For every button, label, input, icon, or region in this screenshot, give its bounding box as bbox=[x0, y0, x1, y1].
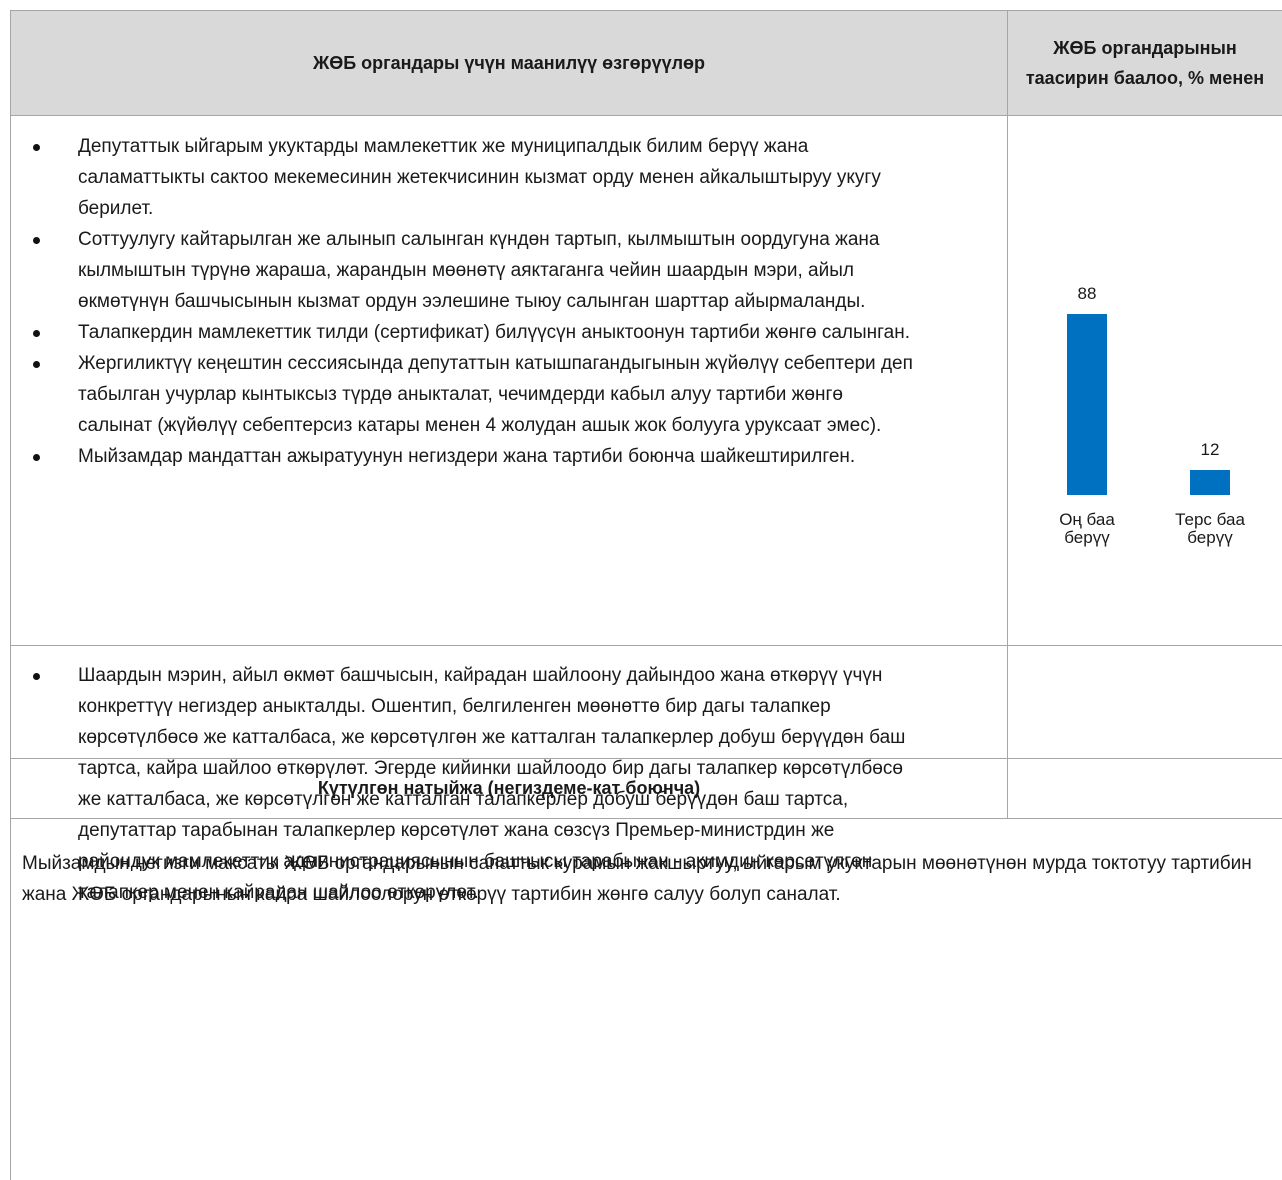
paragraph: Мыйзамдын негизги максаты ЖӨБ органдарын… bbox=[22, 853, 1252, 905]
border bbox=[10, 818, 1282, 819]
cell: Күтүлгөн натыйжа (негиздеме-кат боюнча) bbox=[11, 758, 1007, 818]
cell: Мыйзамдын негизги максаты ЖӨБ органдарын… bbox=[11, 848, 1271, 910]
bullet-item: Шаардын мэрин, айыл өкмөт башчысын, кайр… bbox=[11, 660, 918, 908]
border bbox=[10, 10, 11, 1180]
bullet-list: Депутаттык ыйгарым укуктарды мамлекеттик… bbox=[11, 131, 1007, 472]
border bbox=[10, 758, 1282, 759]
value-label: 88 bbox=[1077, 283, 1097, 303]
header-cell: ЖӨБ органдары үчүн маанилүү өзгөрүүлөр bbox=[11, 11, 1007, 115]
category-label: Оң баа берүү bbox=[1059, 510, 1115, 547]
bullet-item: Жергиликтүү кеңештин сессиясында депутат… bbox=[11, 348, 918, 441]
chart: 88 Оң баа берүү 12 Терс баа берүү bbox=[1008, 116, 1282, 645]
header-text: ЖӨБ органдары үчүн маанилүү өзгөрүүлөр bbox=[312, 53, 706, 73]
cell: Депутаттык ыйгарым укуктарды мамлекеттик… bbox=[11, 131, 1007, 472]
border bbox=[10, 115, 1282, 116]
border bbox=[10, 10, 1282, 11]
value-label: 12 bbox=[1200, 440, 1220, 460]
bar bbox=[1190, 470, 1230, 495]
border bbox=[1007, 10, 1008, 818]
cell: Шаардын мэрин, айыл өкмөт башчысын, кайр… bbox=[11, 660, 1007, 908]
section-title: Күтүлгөн натыйжа (негиздеме-кат боюнча) bbox=[317, 777, 701, 798]
bullet-item: Депутаттык ыйгарым укуктарды мамлекеттик… bbox=[11, 131, 918, 224]
bullet-item: Мыйзамдар мандаттан ажыратуунун негиздер… bbox=[11, 441, 918, 472]
bullet-item: Талапкердин мамлекеттик тилди (сертифика… bbox=[11, 317, 918, 348]
bullet-item: Соттуулугу кайтарылган же алынып салынга… bbox=[11, 224, 918, 317]
border bbox=[10, 645, 1282, 646]
header-text: ЖӨБ органдарынын таасирин баалоо, % мене… bbox=[1025, 38, 1265, 88]
header-cell: ЖӨБ органдарынын таасирин баалоо, % мене… bbox=[1008, 11, 1282, 115]
category-label: Терс баа берүү bbox=[1175, 510, 1245, 547]
bar bbox=[1067, 313, 1107, 495]
bullet-list: Шаардын мэрин, айыл өкмөт башчысын, кайр… bbox=[11, 660, 1007, 908]
